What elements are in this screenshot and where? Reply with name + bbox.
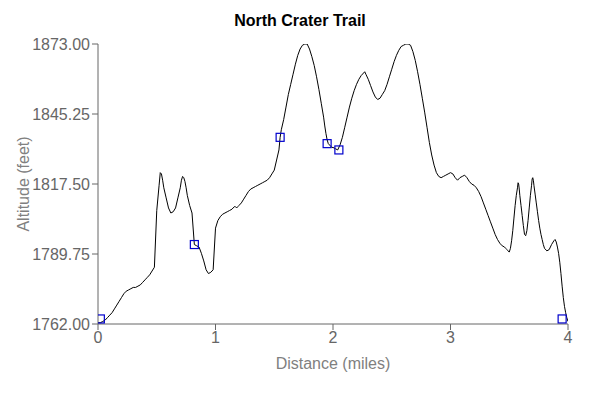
svg-text:1762.00: 1762.00 bbox=[32, 316, 90, 333]
svg-text:1817.50: 1817.50 bbox=[32, 176, 90, 193]
svg-text:2: 2 bbox=[329, 329, 338, 346]
svg-text:4: 4 bbox=[564, 329, 573, 346]
svg-text:3: 3 bbox=[446, 329, 455, 346]
svg-text:Altitude (feet): Altitude (feet) bbox=[15, 136, 32, 231]
svg-text:Distance (miles): Distance (miles) bbox=[276, 355, 391, 372]
svg-text:1845.25: 1845.25 bbox=[32, 106, 90, 123]
svg-text:1: 1 bbox=[211, 329, 220, 346]
svg-text:1873.00: 1873.00 bbox=[32, 36, 90, 53]
svg-text:1789.75: 1789.75 bbox=[32, 246, 90, 263]
html-text:North Crater Trail: North Crater Trail bbox=[234, 12, 366, 29]
svg-text:0: 0 bbox=[94, 329, 103, 346]
